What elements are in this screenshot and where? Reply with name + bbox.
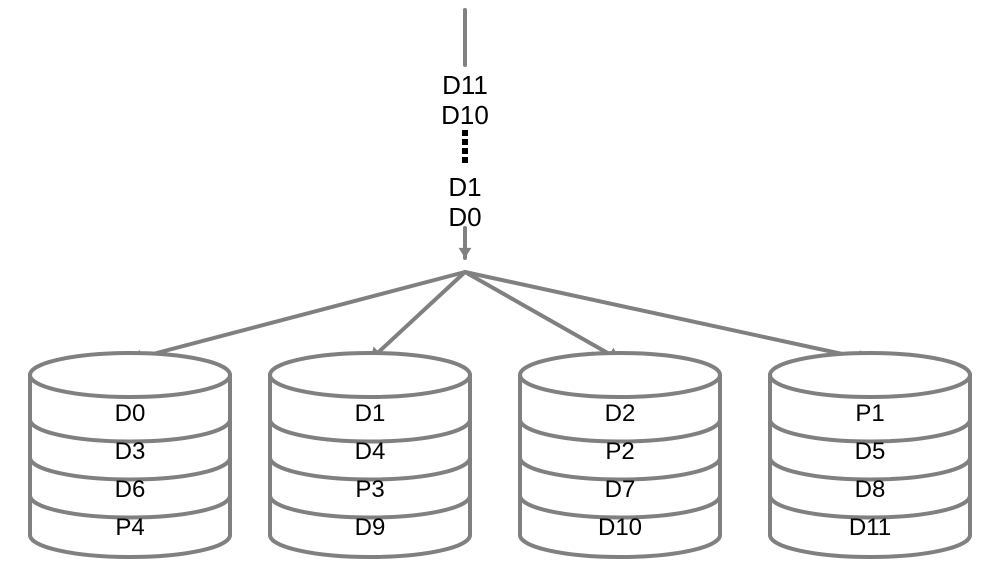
ellipsis-dot (462, 157, 468, 163)
disk1-row-D1: D1 (280, 400, 460, 428)
stream-label-D0: D0 (425, 202, 505, 233)
ellipsis-dot (462, 148, 468, 154)
disk1-row-P3: P3 (280, 476, 460, 504)
disk2-row-D10: D10 (530, 514, 710, 542)
ellipsis-dot (462, 130, 468, 136)
disk0-row-D3: D3 (40, 438, 220, 466)
disk1-row-D4: D4 (280, 438, 460, 466)
disk0-row-D0: D0 (40, 400, 220, 428)
disk3-row-P1: P1 (780, 400, 960, 428)
disk0-row-D6: D6 (40, 476, 220, 504)
disk3-row-D8: D8 (780, 476, 960, 504)
disk1-row-D9: D9 (280, 514, 460, 542)
stream-label-D10: D10 (425, 100, 505, 131)
ellipsis-dot (462, 139, 468, 145)
disk3-row-D11: D11 (780, 514, 960, 542)
disk2-row-D2: D2 (530, 400, 710, 428)
stream-label-D11: D11 (425, 70, 505, 101)
diagram-stage: D11D10D1D0D0D3D6P4D1D4P3D9D2P2D7D10P1D5D… (0, 0, 1000, 583)
disk3-row-D5: D5 (780, 438, 960, 466)
disk2-row-P2: P2 (530, 438, 710, 466)
disk0-row-P4: P4 (40, 514, 220, 542)
disk2-row-D7: D7 (530, 476, 710, 504)
stream-label-D1: D1 (425, 172, 505, 203)
